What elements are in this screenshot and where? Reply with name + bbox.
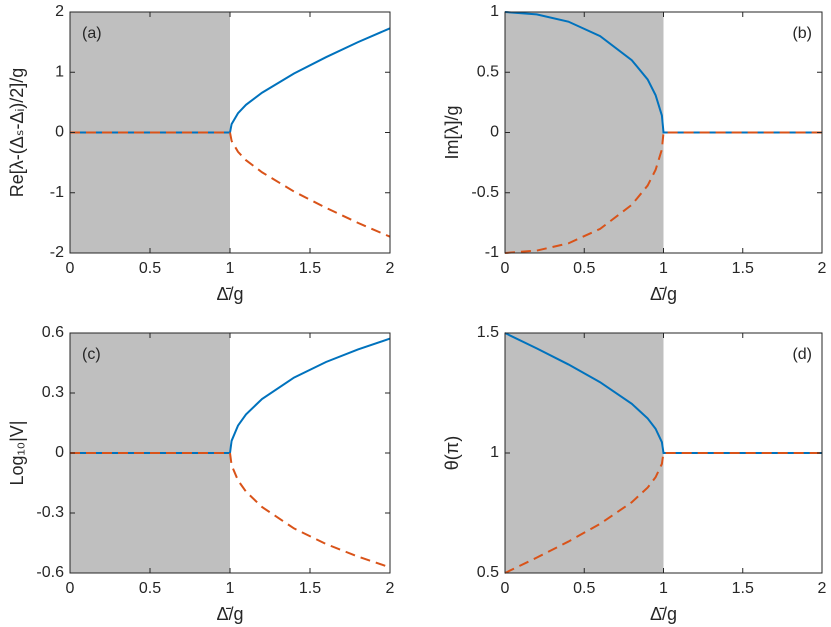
y-tick-label: 0.3 — [42, 384, 64, 401]
y-tick-label: -0.6 — [36, 564, 64, 581]
y-axis-label: Log₁₀|V| — [7, 421, 27, 486]
series-line — [504, 452, 822, 574]
series-line — [70, 131, 391, 238]
x-tick-label: 1 — [659, 260, 668, 277]
panel-label: (a) — [82, 25, 102, 42]
panel-label: (d) — [792, 346, 812, 363]
y-tick-label: 0 — [490, 124, 499, 141]
y-tick-label: 0 — [55, 444, 64, 461]
y-tick-label: 1.5 — [477, 324, 499, 341]
y-tick-label: -0.5 — [471, 184, 499, 201]
x-tick-label: 0.5 — [573, 260, 595, 277]
y-tick-label: -1 — [485, 244, 499, 261]
x-tick-label: 2 — [386, 580, 395, 597]
series-line — [504, 131, 822, 254]
y-tick-label: 1 — [490, 3, 499, 20]
x-tick-label: 1 — [226, 580, 235, 597]
x-tick-label: 2 — [818, 260, 827, 277]
x-tick-label: 1.5 — [732, 580, 754, 597]
x-tick-label: 0.5 — [573, 580, 595, 597]
y-tick-label: 0 — [55, 124, 64, 141]
y-tick-label: -1 — [50, 184, 64, 201]
x-axis-label: Δ̄/g — [650, 604, 677, 624]
x-tick-label: 0.5 — [139, 260, 161, 277]
x-tick-label: 1 — [226, 260, 235, 277]
x-axis-label: Δ̄/g — [216, 284, 243, 304]
panel-label: (c) — [82, 346, 101, 363]
y-axis-label: θ(π) — [442, 436, 462, 470]
y-tick-label: 0.6 — [42, 324, 64, 341]
x-tick-label: 2 — [818, 580, 827, 597]
panel-label: (b) — [792, 25, 812, 42]
x-tick-label: 0 — [66, 580, 75, 597]
x-tick-label: 1.5 — [732, 260, 754, 277]
shaded-region — [505, 333, 664, 573]
y-tick-label: -2 — [50, 244, 64, 261]
x-tick-label: 0 — [501, 260, 510, 277]
y-tick-label: 0.5 — [477, 63, 499, 80]
y-axis-label: Im[λ]/g — [442, 105, 462, 159]
y-axis-label: Re[λ-(Δₛ-Δᵢ)/2]/g — [7, 68, 27, 198]
y-tick-label: 2 — [55, 3, 64, 20]
y-tick-label: 0.5 — [477, 564, 499, 581]
x-tick-label: 0 — [66, 260, 75, 277]
y-tick-label: 1 — [490, 444, 499, 461]
y-tick-label: 1 — [55, 63, 64, 80]
x-tick-label: 0 — [501, 580, 510, 597]
panel: 0 0.5 1 1.5 20.511.5Δ̄/gθ(π)(d) — [442, 324, 827, 624]
shaded-region — [505, 12, 664, 253]
panel: 0 0.5 1 1.5 2 -2 -1 0 1 2 Δ̄/g Re[λ-(Δₛ-Δᵢ)/2]/g (a) — [7, 3, 395, 304]
x-tick-label: 1.5 — [299, 260, 321, 277]
y-tick-label: -0.3 — [36, 504, 64, 521]
x-axis-label: Δ̄/g — [216, 604, 243, 624]
x-axis-label: Δ̄/g — [650, 284, 677, 304]
x-tick-label: 1.5 — [299, 580, 321, 597]
x-tick-label: 1 — [659, 580, 668, 597]
panel: 0 0.5 1 1.5 2 -1 -0.5 0 0.5 1 Δ̄/g Im[λ]/g (b) — [442, 3, 827, 304]
series-line — [70, 452, 391, 569]
x-tick-label: 2 — [386, 260, 395, 277]
panel: 0 0.5 1 1.5 2 -0.6 -0.3 0 0.3 0.6 Δ̄/g Log₁₀|V| (c) — [7, 324, 395, 624]
x-tick-label: 0.5 — [139, 580, 161, 597]
